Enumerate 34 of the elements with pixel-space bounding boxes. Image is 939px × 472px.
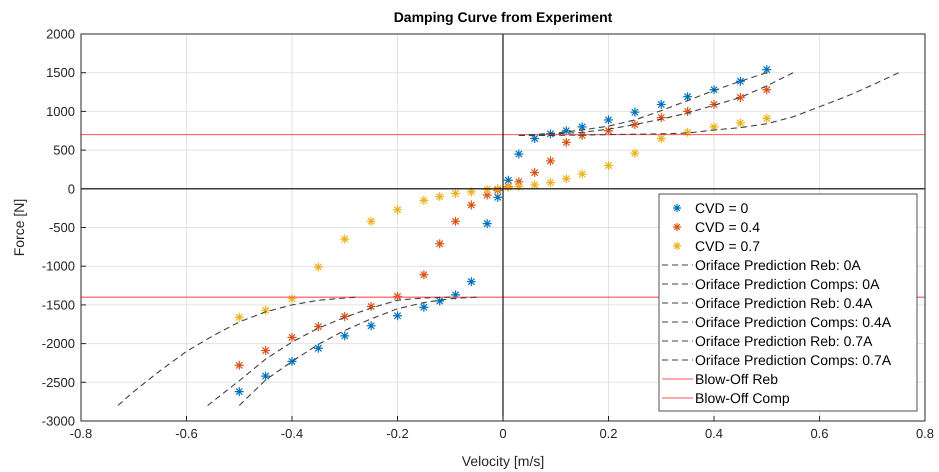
y-tick-label: 500 bbox=[53, 142, 75, 158]
y-tick-label: -500 bbox=[48, 220, 75, 235]
y-axis-title: Force [N] bbox=[11, 198, 27, 256]
x-tick-label: 0 bbox=[499, 426, 507, 441]
x-axis-title: Velocity [m/s] bbox=[462, 453, 544, 469]
y-tick-label: -2500 bbox=[42, 374, 75, 390]
x-tick-label: 0.4 bbox=[704, 426, 724, 441]
legend-label: CVD = 0.7 bbox=[695, 238, 760, 254]
legend-label: CVD = 0.4 bbox=[695, 219, 760, 235]
y-tick-label: -1500 bbox=[42, 297, 75, 312]
y-tick-label: 1000 bbox=[46, 104, 75, 119]
legend-label: Oriface Prediction Comps: 0.7A bbox=[695, 352, 892, 368]
y-tick-label: 0 bbox=[68, 181, 75, 196]
x-tick-label: -0.2 bbox=[386, 426, 409, 441]
y-tick-label: 1500 bbox=[46, 65, 75, 80]
x-tick-label: -0.4 bbox=[280, 426, 304, 441]
legend-label: Oriface Prediction Comps: 0A bbox=[695, 276, 880, 292]
y-tick-label: -2000 bbox=[42, 336, 75, 352]
y-tick-label: 2000 bbox=[46, 26, 75, 42]
legend-label: Oriface Prediction Comps: 0.4A bbox=[695, 314, 892, 330]
x-tick-label: -0.8 bbox=[70, 426, 92, 441]
x-tick-label: 0.8 bbox=[916, 426, 934, 441]
legend-label: Oriface Prediction Reb: 0.4A bbox=[695, 295, 874, 311]
chart-title: Damping Curve from Experiment bbox=[394, 9, 613, 25]
legend-label: Oriface Prediction Reb: 0.7A bbox=[695, 333, 874, 349]
x-tick-label: 0.2 bbox=[599, 426, 618, 441]
y-tick-label: -1000 bbox=[42, 258, 75, 274]
legend-label: CVD = 0 bbox=[695, 200, 749, 216]
legend-label: Oriface Prediction Reb: 0A bbox=[695, 257, 862, 273]
x-tick-label: -0.6 bbox=[175, 426, 198, 441]
y-tick-label: -3000 bbox=[42, 414, 75, 428]
legend-label: Blow-Off Reb bbox=[695, 371, 778, 387]
legend-label: Blow-Off Comp bbox=[695, 390, 790, 406]
x-tick-label: 0.6 bbox=[810, 426, 829, 441]
